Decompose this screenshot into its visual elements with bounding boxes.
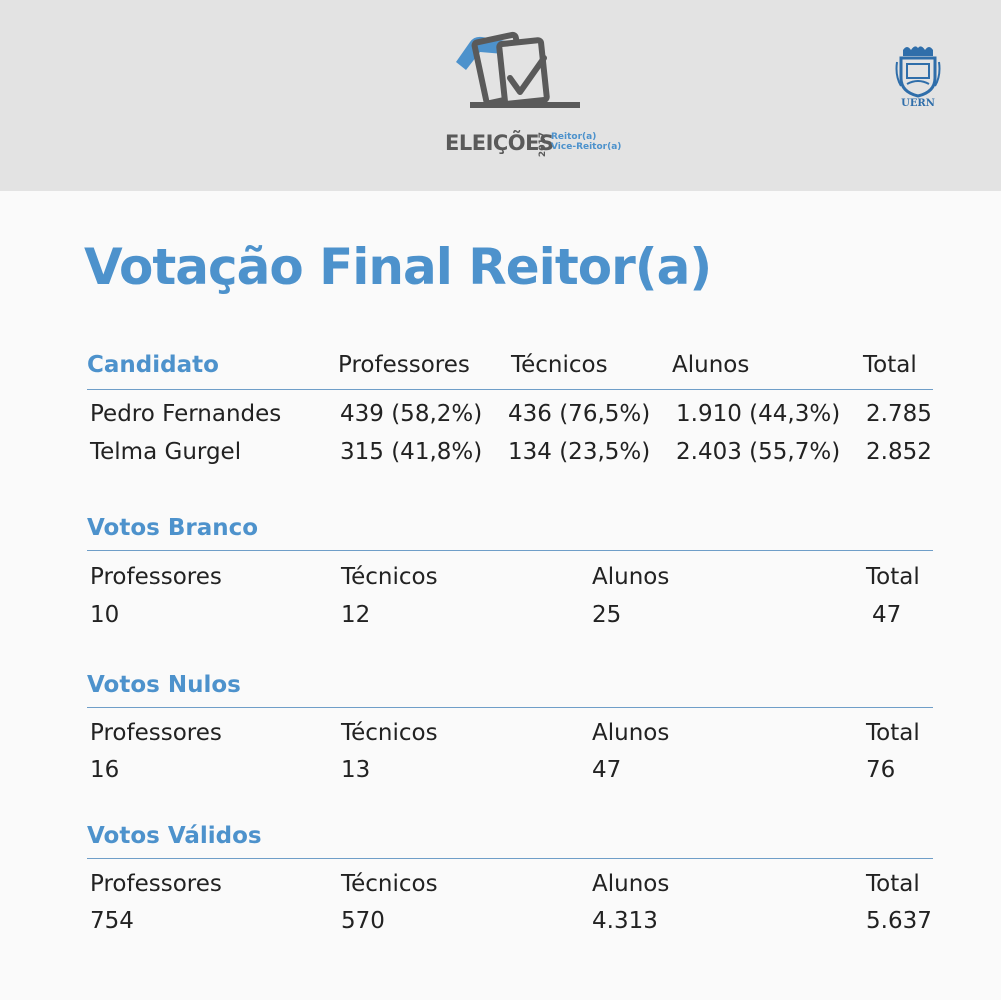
logo-year: 2017 (538, 132, 548, 158)
column-header-alunos: Alunos (672, 352, 750, 378)
label-total: Total (866, 871, 920, 897)
logo-role-vice-reitor: Vice-Reitor(a) (551, 142, 622, 152)
label-alunos: Alunos (592, 564, 670, 590)
value-total: 47 (872, 602, 902, 628)
professores-value: 439 (58,2%) (340, 401, 483, 427)
candidates-header-label: Candidato (87, 352, 219, 378)
candidate-name: Pedro Fernandes (90, 401, 282, 427)
label-professores: Professores (90, 564, 222, 590)
label-tecnicos: Técnicos (341, 871, 438, 897)
alunos-value: 2.403 (55,7%) (676, 439, 841, 465)
label-total: Total (866, 564, 920, 590)
value-professores: 754 (90, 908, 134, 934)
logo-role-reitor: Reitor(a) (551, 132, 597, 142)
section-title-votos-branco: Votos Branco (87, 515, 259, 541)
divider (87, 707, 933, 708)
label-total: Total (866, 720, 920, 746)
label-professores: Professores (90, 720, 222, 746)
uern-label: UERN (901, 98, 935, 109)
value-total: 5.637 (866, 908, 932, 934)
uern-logo: UERN (895, 42, 941, 114)
value-tecnicos: 12 (341, 602, 371, 628)
candidate-name: Telma Gurgel (90, 439, 242, 465)
label-tecnicos: Técnicos (341, 720, 438, 746)
ballot-box-check-icon (456, 31, 580, 108)
label-alunos: Alunos (592, 871, 670, 897)
value-tecnicos: 13 (341, 757, 371, 783)
value-alunos: 4.313 (592, 908, 658, 934)
tecnicos-value: 436 (76,5%) (508, 401, 651, 427)
total-value: 2.852 (866, 439, 932, 465)
professores-value: 315 (41,8%) (340, 439, 483, 465)
total-value: 2.785 (866, 401, 932, 427)
elections-logo: ELEIÇÕES 2017 Reitor(a) Vice-Reitor(a) (440, 28, 630, 158)
uern-crest-icon (895, 46, 941, 98)
divider (87, 550, 933, 551)
alunos-value: 1.910 (44,3%) (676, 401, 841, 427)
column-header-tecnicos: Técnicos (511, 352, 608, 378)
label-tecnicos: Técnicos (341, 564, 438, 590)
tecnicos-value: 134 (23,5%) (508, 439, 651, 465)
value-tecnicos: 570 (341, 908, 385, 934)
column-header-professores: Professores (338, 352, 470, 378)
label-alunos: Alunos (592, 720, 670, 746)
column-header-total: Total (863, 352, 917, 378)
value-professores: 10 (90, 602, 120, 628)
page-title: Votação Final Reitor(a) (84, 238, 712, 296)
value-alunos: 47 (592, 757, 622, 783)
section-title-votos-validos: Votos Válidos (87, 823, 262, 849)
logo-wordmark: ELEIÇÕES (445, 131, 554, 155)
value-alunos: 25 (592, 602, 622, 628)
divider (87, 858, 933, 859)
divider (87, 389, 933, 390)
header-banner: ELEIÇÕES 2017 Reitor(a) Vice-Reitor(a) U… (0, 0, 1001, 191)
label-professores: Professores (90, 871, 222, 897)
section-title-votos-nulos: Votos Nulos (87, 672, 241, 698)
value-total: 76 (866, 757, 896, 783)
value-professores: 16 (90, 757, 120, 783)
